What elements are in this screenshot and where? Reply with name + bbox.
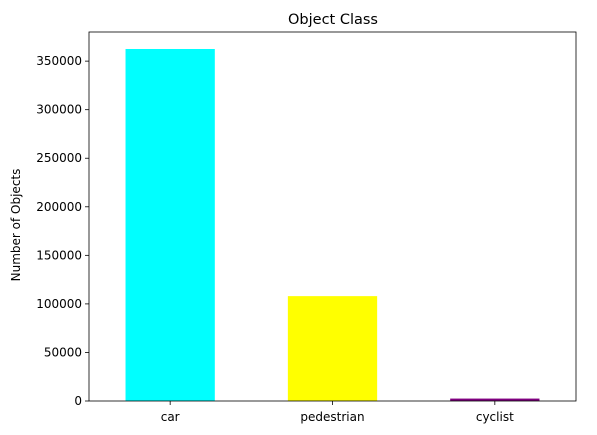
- x-tick-label-cyclist: cyclist: [476, 410, 514, 424]
- y-tick-label: 350000: [36, 54, 82, 68]
- x-tick-label-pedestrian: pedestrian: [300, 410, 364, 424]
- plot-area: car pedestrian cyclist 0 50000 100000 150000 20…: [36, 31, 577, 424]
- y-tick-label: 250000: [36, 151, 82, 165]
- y-tick-label: 150000: [36, 248, 82, 262]
- axes-frame: [88, 31, 577, 402]
- bar-pedestrian: [287, 296, 378, 401]
- y-tick-label: 50000: [44, 345, 82, 359]
- y-tick-label: 300000: [36, 103, 82, 117]
- bar-cyclist: [450, 398, 540, 401]
- y-tick-label: 0: [74, 394, 82, 408]
- x-tick-label-car: car: [161, 410, 180, 424]
- chart-title: Object Class: [288, 12, 378, 28]
- y-tick-label: 200000: [36, 200, 82, 214]
- y-axis-label: Number of Objects: [9, 169, 23, 282]
- y-tick-label: 100000: [36, 297, 82, 311]
- bar-car: [125, 48, 215, 402]
